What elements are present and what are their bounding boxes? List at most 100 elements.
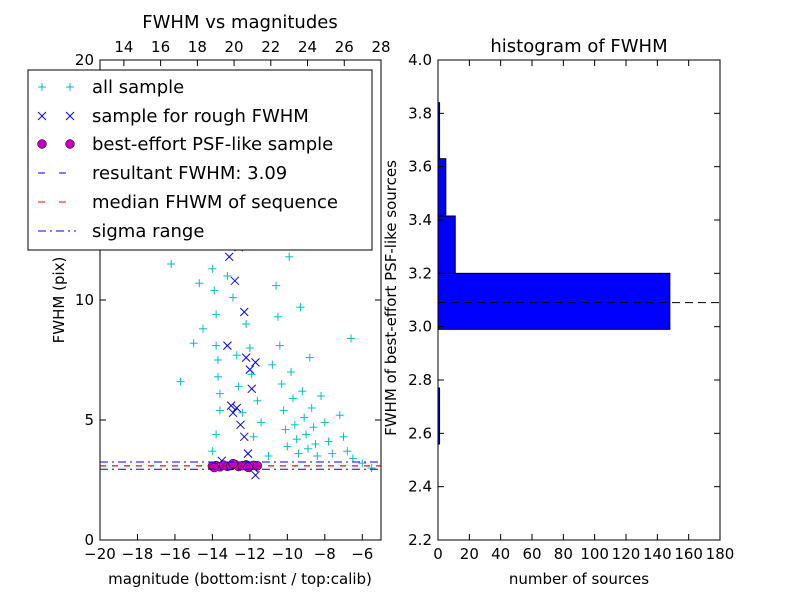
scatter-legend: all sample sample for rough FWHM best-ef… — [27, 69, 373, 251]
scatter-point-all-sample — [339, 432, 348, 441]
scatter-point-all-sample — [176, 377, 185, 386]
scatter-point-all-sample — [311, 440, 320, 448]
scatter-point-all-sample — [335, 411, 344, 420]
scatter-point-rough-sample — [247, 384, 257, 394]
scatter-point-all-sample — [215, 389, 224, 398]
x-tick-label: −20 — [84, 545, 116, 563]
scatter-point-rough-sample — [239, 432, 249, 442]
scatter-point-all-sample — [273, 312, 282, 321]
hist-x-tick-label: 60 — [522, 545, 541, 563]
top-tick-label: 18 — [188, 38, 207, 56]
scatter-point-rough-sample — [226, 401, 236, 410]
scatter-point-all-sample — [343, 447, 352, 456]
scatter-point-all-sample — [302, 430, 311, 439]
scatter-point-all-sample — [272, 281, 281, 290]
scatter-point-rough-sample — [236, 420, 245, 430]
scatter-point-all-sample — [223, 272, 232, 280]
scatter-point-all-sample — [167, 260, 176, 268]
scatter-point-all-sample — [277, 380, 286, 388]
scatter-point-all-sample — [212, 341, 221, 350]
histogram-title: histogram of FWHM — [490, 36, 667, 57]
scatter-point-rough-sample — [245, 365, 255, 374]
x-tick-label: −8 — [314, 545, 336, 563]
scatter-point-all-sample — [328, 449, 337, 458]
x-tick-label: −16 — [159, 545, 191, 563]
scatter-point-all-sample — [249, 432, 258, 441]
scatter-point-psf-sample — [228, 458, 238, 469]
hist-y-tick-label: 2.6 — [408, 424, 432, 442]
legend-label-psf-sample: best-effort PSF-like sample — [92, 134, 333, 155]
scatter-point-all-sample — [245, 344, 254, 352]
hist-y-tick-label: 3.8 — [408, 104, 432, 122]
scatter-point-all-sample — [317, 392, 326, 400]
scatter-point-all-sample — [234, 382, 243, 391]
scatter-point-all-sample — [313, 452, 322, 460]
scatter-point-all-sample — [210, 286, 219, 295]
hist-y-tick-label: 3.2 — [408, 264, 432, 282]
scatter-point-all-sample — [307, 404, 316, 412]
scatter-point-all-sample — [290, 420, 299, 429]
scatter-point-all-sample — [242, 320, 251, 328]
legend-markers — [37, 83, 76, 232]
scatter-point-rough-sample — [241, 353, 251, 362]
histogram-bar — [437, 215, 456, 274]
scatter-point-all-sample — [212, 310, 221, 319]
hist-x-tick-label: 0 — [433, 545, 443, 563]
scatter-point-psf-sample — [243, 462, 253, 473]
scatter-point-all-sample — [253, 396, 262, 405]
scatter-xlabel: magnitude (bottom:isnt / top:calib) — [108, 570, 372, 588]
hist-y-tick-label: 2.2 — [408, 531, 432, 549]
scatter-point-rough-sample — [228, 408, 238, 418]
scatter-point-all-sample — [296, 303, 305, 312]
scatter-point-all-sample — [367, 464, 376, 472]
top-tick-label: 24 — [298, 38, 317, 56]
scatter-point-rough-sample — [230, 276, 240, 286]
scatter-point-all-sample — [275, 341, 284, 350]
scatter-title: FWHM vs magnitudes — [142, 12, 337, 33]
scatter-point-all-sample — [189, 339, 198, 348]
histogram-xlabel: number of sources — [509, 570, 649, 588]
x-tick-label: −14 — [197, 545, 229, 563]
scatter-point-all-sample — [294, 449, 303, 458]
scatter-point-all-sample — [208, 447, 217, 456]
top-tick-label: 20 — [225, 38, 244, 56]
scatter-point-all-sample — [257, 418, 266, 427]
top-tick-label: 14 — [114, 38, 133, 56]
scatter-point-all-sample — [305, 353, 314, 362]
scatter-point-all-sample — [287, 368, 296, 376]
scatter-point-all-sample — [212, 430, 221, 439]
scatter-point-rough-sample — [223, 341, 232, 350]
hist-y-tick-label: 3.4 — [408, 211, 432, 229]
y-tick-label: 10 — [75, 291, 94, 309]
histogram-bar — [437, 272, 671, 330]
legend-marker-all-sample — [66, 83, 74, 91]
legend-marker-rough-sample — [37, 111, 47, 121]
scatter-point-rough-sample — [243, 449, 253, 458]
hist-y-tick-label: 4.0 — [408, 51, 432, 69]
scatter-point-all-sample — [292, 435, 301, 444]
scatter-point-all-sample — [320, 418, 329, 427]
x-tick-label: −10 — [272, 545, 304, 563]
top-tick-label: 22 — [261, 38, 280, 56]
scatter-point-all-sample — [199, 324, 208, 333]
scatter-point-all-sample — [298, 387, 307, 396]
hist-x-tick-label: 100 — [580, 545, 609, 563]
x-tick-label: −6 — [351, 545, 373, 563]
legend-label-rough-sample: sample for rough FWHM — [92, 106, 309, 127]
legend-marker-all-sample — [38, 83, 46, 91]
scatter-point-rough-sample — [251, 358, 260, 367]
scatter-point-all-sample — [279, 406, 288, 415]
scatter-point-rough-sample — [232, 403, 242, 413]
hist-x-tick-label: 20 — [460, 545, 479, 563]
hist-x-tick-label: 180 — [706, 545, 735, 563]
scatter-ylabel: FWHM (pix) — [50, 257, 68, 344]
hist-y-tick-label: 3.6 — [408, 158, 432, 176]
y-tick-label: 0 — [84, 531, 94, 549]
scatter-point-all-sample — [285, 252, 294, 261]
scatter-point-all-sample — [347, 334, 356, 343]
legend-label-median-fwhm: median FHWM of sequence — [92, 192, 338, 213]
top-tick-label: 26 — [335, 38, 354, 56]
scatter-point-all-sample — [238, 408, 247, 417]
scatter-point-all-sample — [264, 452, 273, 460]
